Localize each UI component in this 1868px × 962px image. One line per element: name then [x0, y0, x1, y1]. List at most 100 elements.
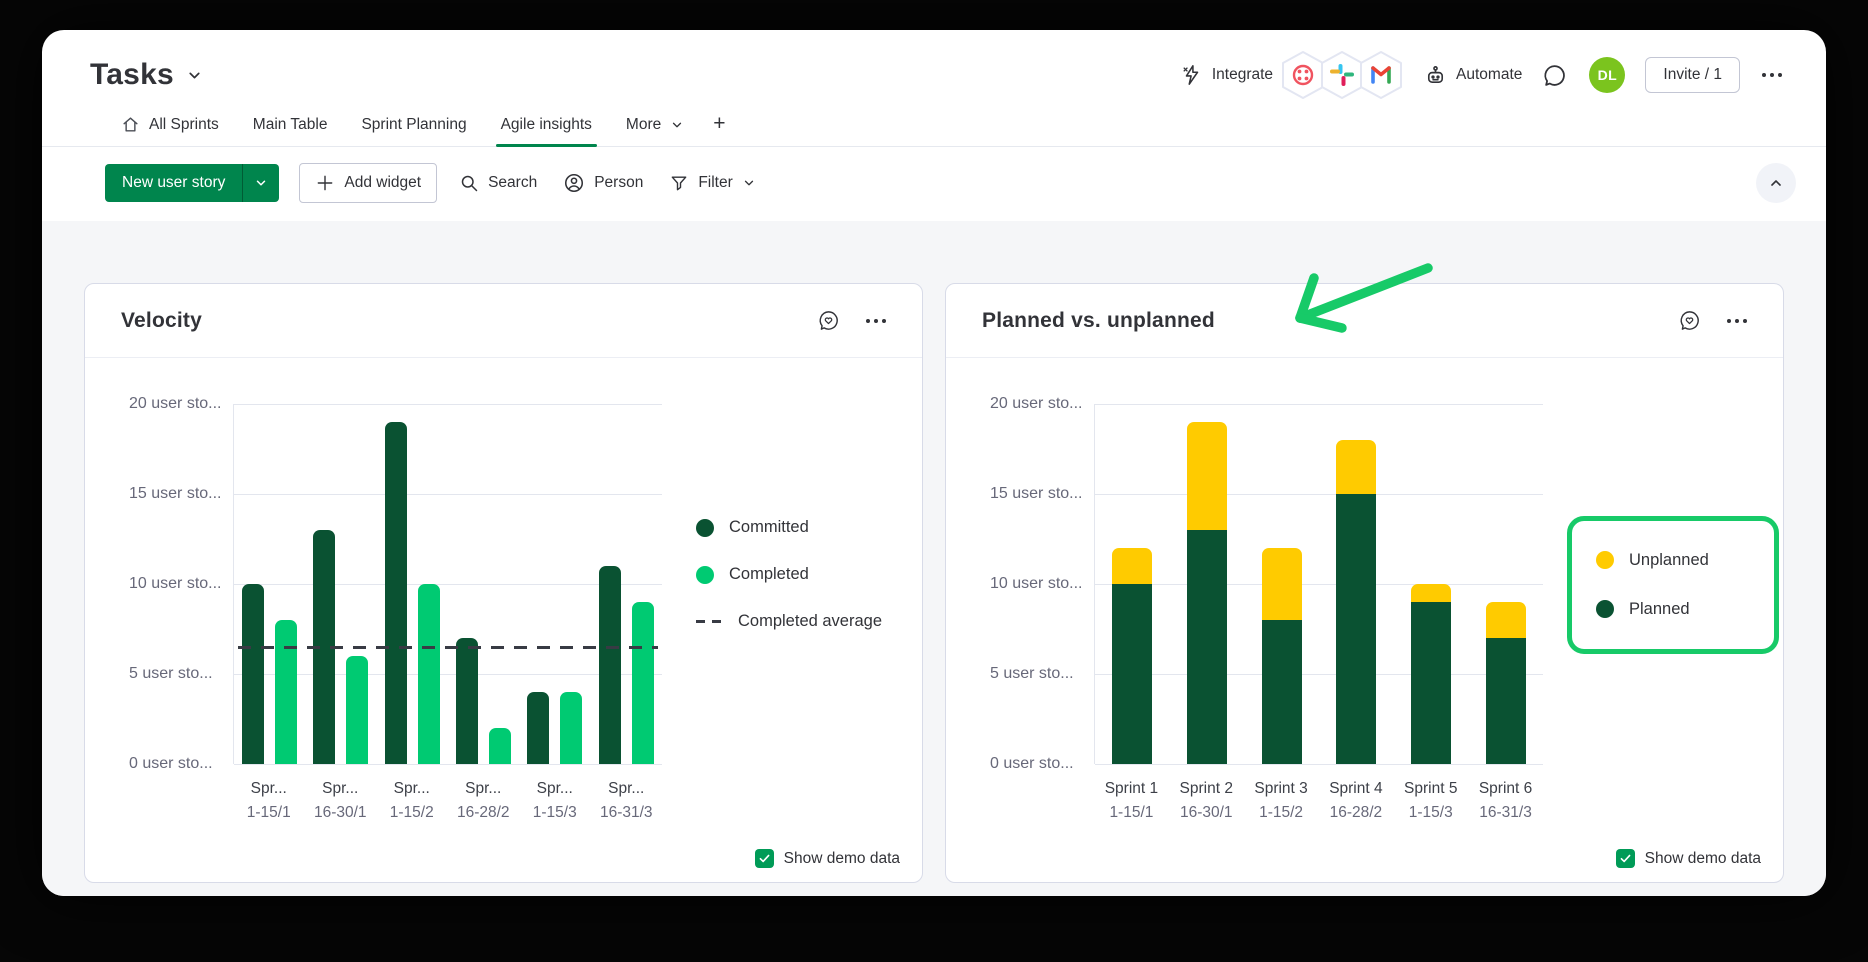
bar-completed-sprint-1[interactable]: [275, 620, 298, 764]
bar-group-sprint-5: [1394, 404, 1469, 764]
dash-swatch-completed-average: [696, 620, 723, 624]
feedback-button[interactable]: [817, 309, 840, 332]
widget-menu-button[interactable]: [860, 311, 892, 331]
bar-completed-sprint-5[interactable]: [560, 692, 583, 764]
new-user-story-dropdown-button[interactable]: [242, 164, 279, 202]
y-tick-label: 0 user sto...: [129, 755, 213, 772]
ellipsis-icon: [1762, 73, 1766, 77]
chart-velocity: 20 user sto... 15 user sto... 10 user sto.…: [85, 358, 922, 825]
x-tick-date-label: 16-31/3: [599, 804, 653, 822]
legend-item-completed[interactable]: Completed: [696, 565, 912, 584]
show-demo-data-toggle[interactable]: Show demo data: [1615, 849, 1761, 868]
add-widget-button[interactable]: Add widget: [299, 163, 438, 203]
feedback-button[interactable]: [1678, 309, 1701, 332]
tab-sprint-planning[interactable]: Sprint Planning: [344, 107, 483, 146]
bar-completed-sprint-2[interactable]: [346, 656, 369, 764]
search-icon: [459, 173, 479, 193]
bar-group-sprint-4: [1319, 404, 1394, 764]
segment-unplanned: [1112, 548, 1153, 584]
velocity-chart: 20 user sto... 15 user sto... 10 user sto.…: [85, 358, 922, 825]
avatar[interactable]: DL: [1589, 57, 1626, 93]
stacked-bar-sprint-1[interactable]: [1112, 548, 1153, 764]
y-tick-label: 10 user sto...: [129, 575, 222, 592]
y-tick-label: 15 user sto...: [990, 485, 1083, 502]
add-view-button[interactable]: +: [701, 108, 737, 144]
tab-main-table[interactable]: Main Table: [236, 107, 345, 146]
integrate-icon: [1181, 64, 1203, 86]
bar-committed-sprint-4[interactable]: [456, 638, 479, 764]
filter-button[interactable]: Filter: [665, 167, 759, 199]
segment-unplanned: [1187, 422, 1227, 530]
legend-item-committed[interactable]: Committed: [696, 518, 912, 537]
bar-groups: [234, 404, 662, 764]
board-menu-button[interactable]: [1756, 65, 1788, 85]
person-icon: [563, 172, 585, 194]
filter-label: Filter: [698, 174, 733, 191]
bar-completed-sprint-6[interactable]: [631, 602, 654, 764]
board-title[interactable]: Tasks: [90, 58, 203, 92]
bar-group-sprint-2: [1170, 404, 1245, 764]
widget-menu-button[interactable]: [1721, 311, 1753, 331]
tab-agile-insights[interactable]: Agile insights: [484, 107, 609, 147]
stacked-bar-sprint-5[interactable]: [1411, 584, 1452, 764]
integrate-button[interactable]: Integrate: [1177, 58, 1277, 92]
show-demo-data-toggle[interactable]: Show demo data: [754, 849, 900, 868]
show-demo-data-label: Show demo data: [1644, 849, 1761, 867]
gridline: [1095, 764, 1543, 765]
widget-body: 20 user sto... 15 user sto... 10 user sto.…: [85, 358, 922, 882]
stacked-bar-sprint-4[interactable]: [1336, 440, 1377, 764]
bar-committed-sprint-5[interactable]: [527, 692, 550, 764]
topbar: Tasks Integrate: [42, 30, 1826, 104]
x-tick-sprint-3: Sprint 3 1-15/2: [1244, 777, 1319, 825]
avatar-initials: DL: [1597, 67, 1618, 83]
gridline: [234, 764, 662, 765]
person-filter-button[interactable]: Person: [559, 166, 647, 200]
app-badges[interactable]: [1282, 50, 1404, 100]
automate-button[interactable]: Automate: [1420, 58, 1526, 93]
board-title-text: Tasks: [90, 58, 174, 91]
show-demo-data-checkbox[interactable]: [1615, 849, 1635, 868]
bar-committed-sprint-6[interactable]: [598, 566, 621, 764]
x-tick-sprint-4: Spr... 16-28/2: [448, 777, 520, 825]
x-tick-sprint-label: Sprint 5: [1404, 780, 1458, 797]
stacked-bar-sprint-2[interactable]: [1187, 422, 1227, 764]
bar-group-sprint-6: [1468, 404, 1543, 764]
ellipsis-icon: [1727, 318, 1731, 323]
legend-item-planned[interactable]: Planned: [1596, 600, 1750, 619]
dot-swatch-planned: [1596, 600, 1614, 619]
widget-velocity: Velocity 20 user sto... 15 user sto... 10 …: [84, 283, 923, 883]
filter-icon: [669, 173, 689, 193]
invite-button[interactable]: Invite / 1: [1645, 57, 1740, 93]
bar-committed-sprint-3[interactable]: [384, 422, 407, 764]
segment-unplanned: [1261, 548, 1302, 620]
collapse-toolbar-button[interactable]: [1756, 163, 1796, 203]
tab-all-sprints[interactable]: All Sprints: [104, 106, 236, 146]
show-demo-data-label: Show demo data: [783, 849, 900, 867]
legend-label: Completed: [729, 565, 809, 584]
gridline: [234, 674, 662, 675]
legend-item-completed-average[interactable]: Completed average: [696, 612, 912, 631]
bar-completed-sprint-4[interactable]: [489, 728, 512, 764]
bar-committed-sprint-1[interactable]: [242, 584, 265, 764]
stacked-bar-sprint-3[interactable]: [1261, 548, 1302, 764]
legend-item-unplanned[interactable]: Unplanned: [1596, 551, 1750, 570]
legend-label: Committed: [729, 518, 809, 537]
show-demo-data-checkbox[interactable]: [754, 849, 774, 868]
app-window: Tasks Integrate: [42, 30, 1826, 896]
stacked-bar-sprint-6[interactable]: [1485, 602, 1526, 764]
chevron-down-icon: [670, 118, 684, 132]
x-tick-date-label: 16-28/2: [1329, 804, 1383, 822]
chat-button[interactable]: [1542, 63, 1567, 88]
widget-actions: [1678, 309, 1753, 332]
tab-more[interactable]: More: [609, 107, 701, 146]
x-tick-sprint-label: Spr...: [465, 780, 502, 797]
board-tabs: All Sprints Main Table Sprint Planning A…: [42, 104, 1826, 147]
bar-completed-sprint-3[interactable]: [417, 584, 440, 764]
search-button[interactable]: Search: [455, 167, 541, 199]
gridline: [1095, 674, 1543, 675]
segment-unplanned: [1336, 440, 1377, 494]
y-axis: 20 user sto... 15 user sto... 10 user sto.…: [129, 395, 233, 772]
bar-group-sprint-6: [591, 404, 662, 764]
new-user-story-button[interactable]: New user story: [105, 164, 242, 202]
x-tick-sprint-label: Spr...: [250, 780, 287, 797]
